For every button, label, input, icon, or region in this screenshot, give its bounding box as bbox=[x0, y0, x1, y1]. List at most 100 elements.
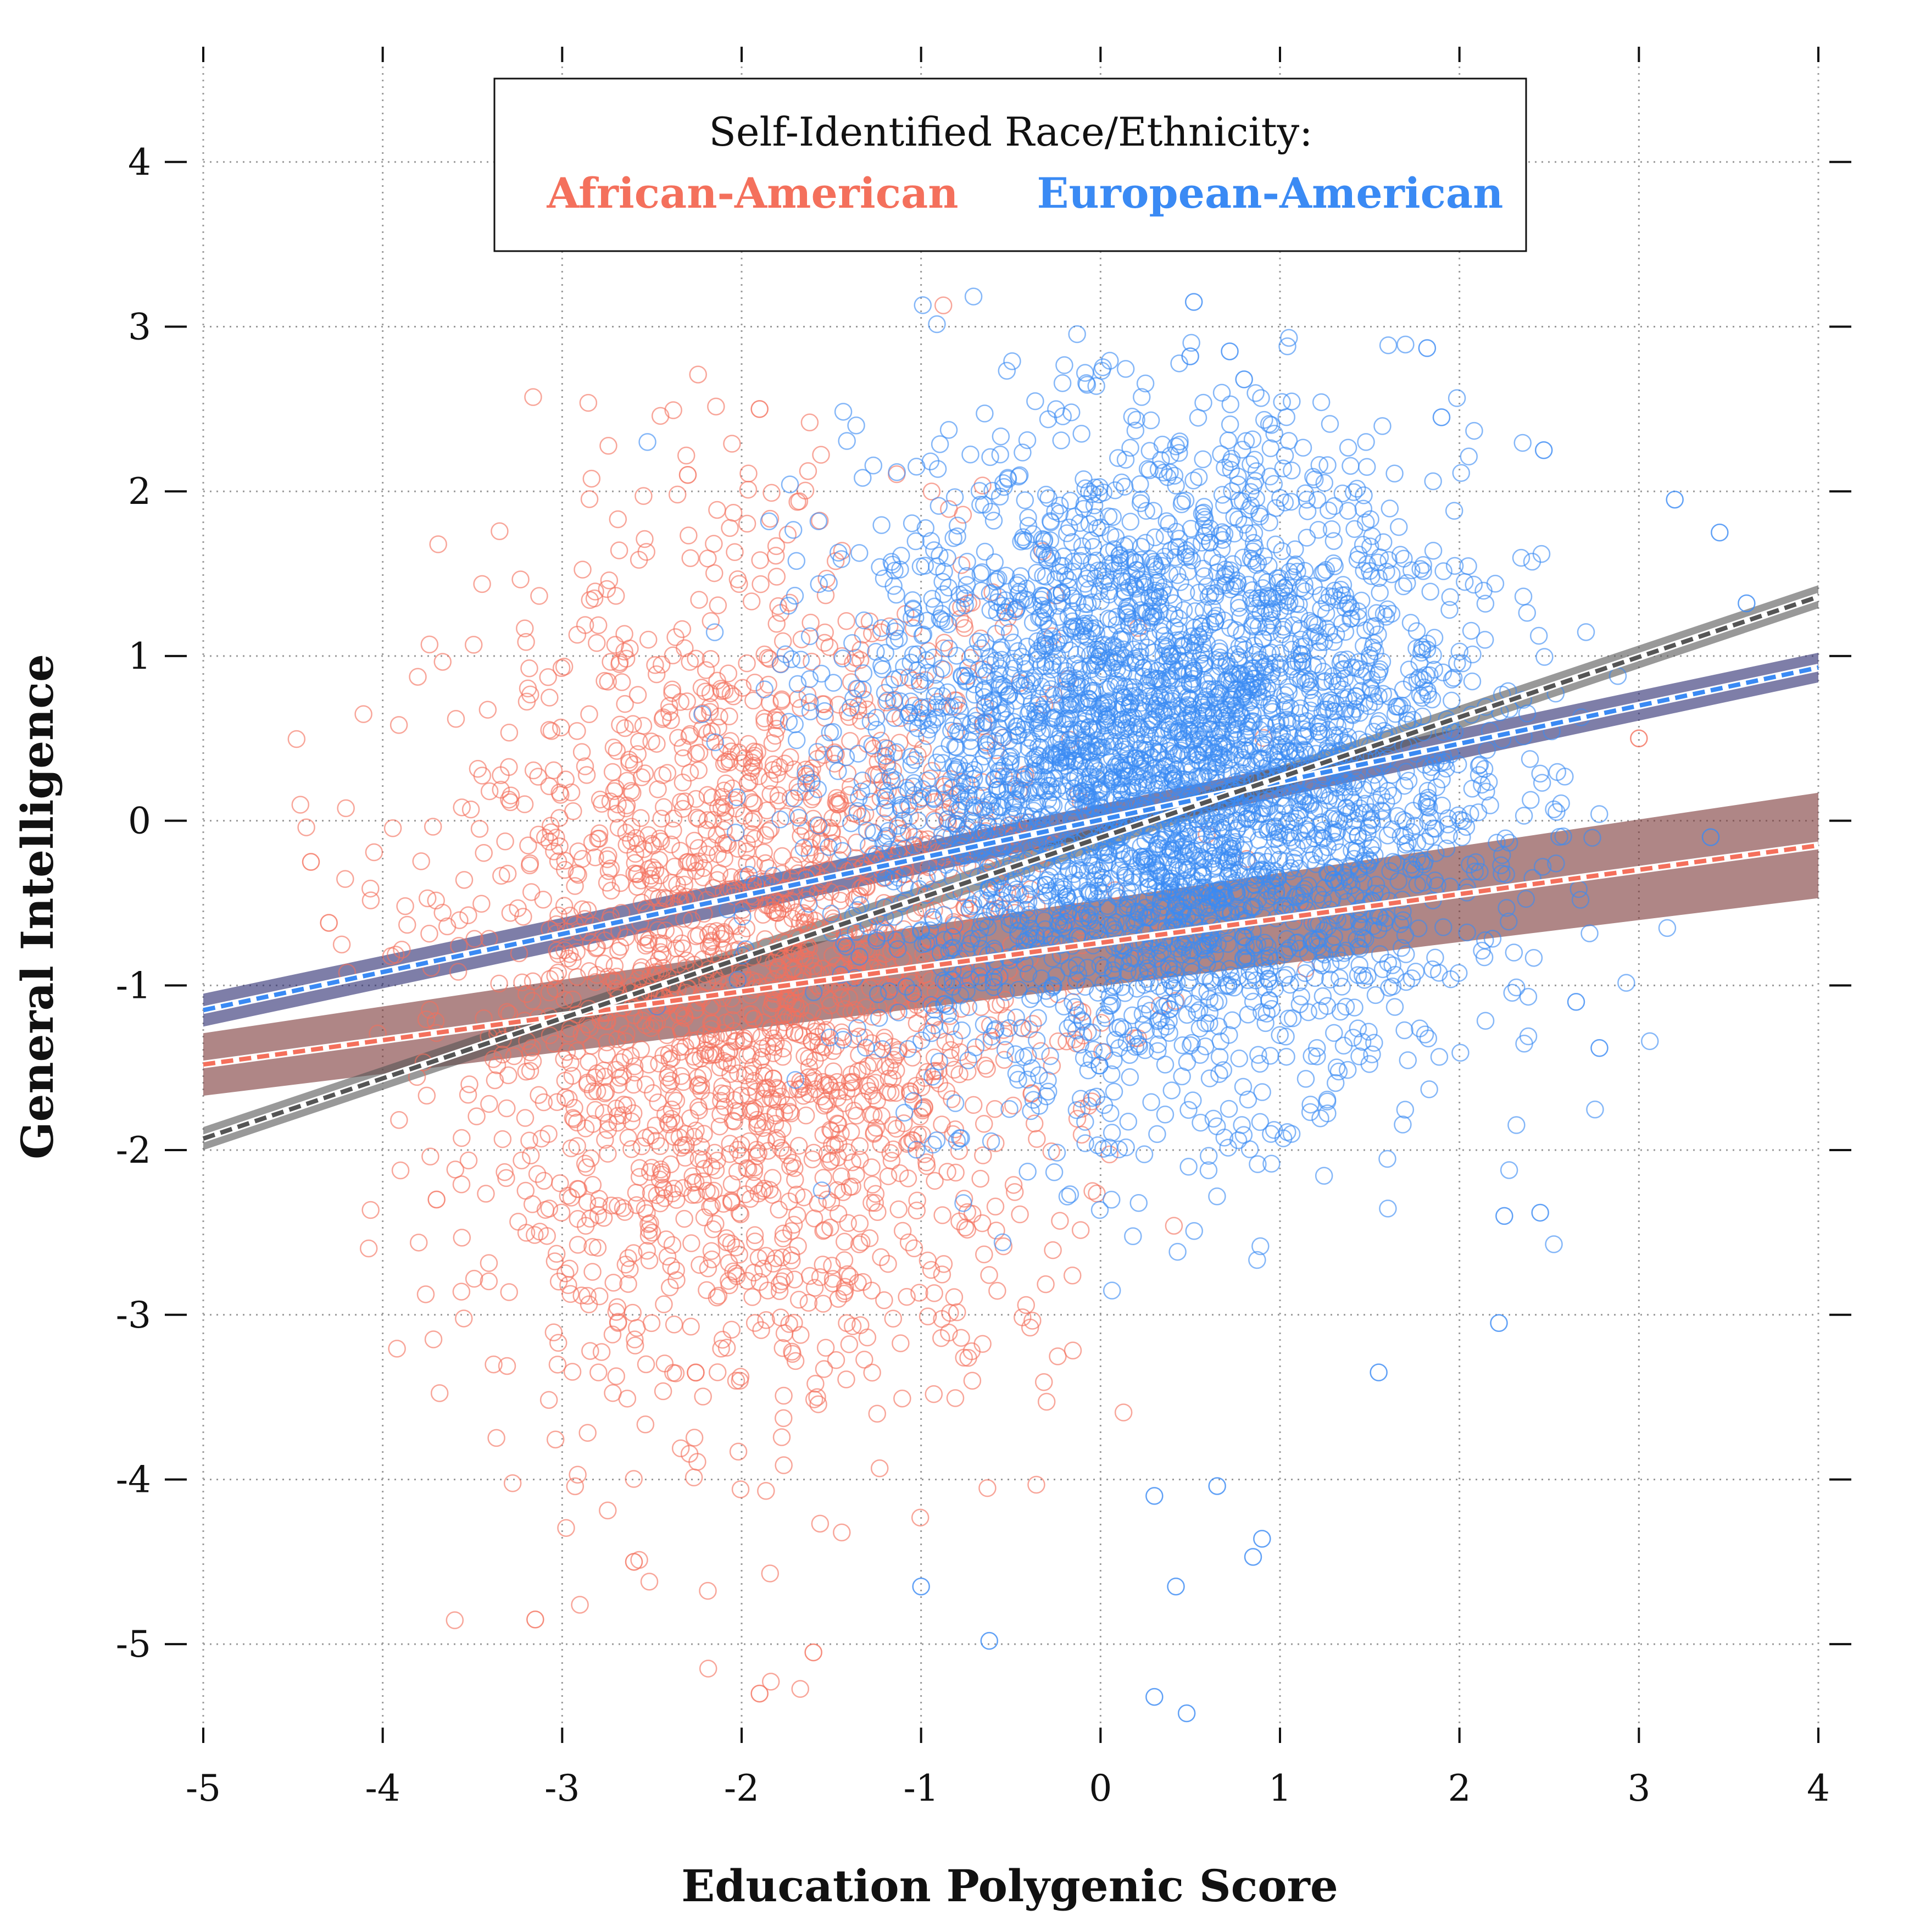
scatter-point bbox=[541, 689, 559, 707]
scatter-point bbox=[511, 570, 530, 589]
scatter-point bbox=[687, 1122, 705, 1140]
scatter-point bbox=[626, 854, 644, 872]
scatter-point bbox=[802, 613, 820, 632]
scatter-point bbox=[667, 1091, 686, 1110]
scatter-point bbox=[1043, 1057, 1061, 1075]
scatter-point bbox=[1037, 1275, 1055, 1293]
scatter-point bbox=[788, 1206, 806, 1224]
scatter-point bbox=[738, 514, 756, 533]
scatter-point bbox=[814, 1295, 832, 1313]
scatter-point bbox=[607, 1303, 626, 1321]
scatter-point bbox=[617, 1025, 636, 1043]
scatter-point bbox=[393, 941, 411, 959]
scatter-point bbox=[616, 695, 634, 713]
scatter-point bbox=[674, 939, 692, 958]
scatter-point bbox=[557, 1519, 575, 1537]
scatter-point bbox=[674, 738, 692, 757]
scatter-point bbox=[823, 809, 842, 827]
scatter-point bbox=[837, 612, 855, 630]
scatter-point bbox=[1379, 1200, 1397, 1218]
scatter-point bbox=[922, 971, 940, 989]
scatter-point bbox=[945, 1061, 964, 1079]
scatter-point bbox=[789, 1136, 808, 1155]
scatter-point bbox=[611, 874, 630, 892]
scatter-point bbox=[580, 490, 599, 508]
scatter-point bbox=[617, 836, 636, 854]
scatter-point bbox=[791, 1000, 810, 1018]
scatter-point bbox=[721, 1135, 739, 1153]
scatter-point bbox=[988, 1281, 1006, 1300]
scatter-point bbox=[736, 868, 755, 886]
scatter-point bbox=[771, 1308, 790, 1326]
scatter-point bbox=[663, 1184, 682, 1203]
scatter-point bbox=[987, 996, 1005, 1014]
scatter-point bbox=[716, 1013, 735, 1032]
scatter-point bbox=[555, 658, 574, 676]
scatter-point bbox=[948, 1303, 966, 1322]
scatter-point bbox=[963, 1372, 982, 1390]
scatter-point bbox=[728, 1162, 747, 1181]
scatter-point bbox=[790, 492, 809, 510]
scatter-point bbox=[933, 1115, 951, 1134]
scatter-point bbox=[763, 734, 782, 752]
scatter-point bbox=[820, 819, 839, 837]
scatter-point bbox=[754, 1259, 772, 1278]
scatter-point bbox=[663, 684, 681, 702]
scatter-point bbox=[608, 1030, 627, 1048]
scatter-point bbox=[797, 782, 815, 801]
scatter-point bbox=[773, 1047, 792, 1066]
scatter-point bbox=[637, 1129, 655, 1147]
scatter-point bbox=[703, 1250, 721, 1269]
scatter-point bbox=[681, 653, 699, 671]
scatter-point bbox=[863, 624, 881, 643]
scatter-point bbox=[767, 1079, 786, 1097]
y-tick-label: 1 bbox=[128, 635, 151, 678]
scatter-point bbox=[555, 941, 574, 959]
scatter-point bbox=[950, 1065, 969, 1084]
scatter-point bbox=[678, 465, 697, 484]
scatter-point bbox=[470, 820, 489, 838]
scatter-point bbox=[544, 1323, 563, 1342]
scatter-point bbox=[733, 679, 752, 697]
scatter-point bbox=[822, 1193, 841, 1212]
scatter-point bbox=[869, 998, 888, 1017]
scatter-point bbox=[872, 1107, 891, 1125]
scatter-point bbox=[840, 989, 858, 1007]
scatter-point bbox=[908, 1014, 926, 1032]
scatter-point bbox=[449, 963, 467, 981]
scatter-point bbox=[604, 1274, 622, 1292]
scatter-point bbox=[616, 719, 634, 737]
scatter-point bbox=[548, 1093, 566, 1111]
scatter-point bbox=[974, 1146, 992, 1164]
scatter-point bbox=[815, 1360, 833, 1378]
scatter-point bbox=[497, 1169, 515, 1187]
scatter-point bbox=[782, 1104, 800, 1123]
scatter-point bbox=[640, 1573, 659, 1591]
scatter-point bbox=[1127, 410, 1145, 429]
scatter-point bbox=[695, 1159, 714, 1178]
scatter-point bbox=[524, 761, 543, 780]
scatter-point bbox=[840, 708, 858, 726]
scatter-point bbox=[821, 1120, 839, 1139]
scatter-point bbox=[662, 1257, 680, 1275]
scatter-point bbox=[361, 1201, 380, 1219]
scatter-point bbox=[884, 1309, 903, 1328]
scatter-point bbox=[1329, 1062, 1348, 1081]
scatter-point bbox=[803, 1150, 822, 1169]
scatter-point bbox=[986, 1100, 1004, 1118]
scatter-point bbox=[674, 773, 692, 792]
scatter-point bbox=[786, 1170, 804, 1189]
scatter-point bbox=[1165, 1217, 1183, 1235]
scatter-point bbox=[743, 1288, 761, 1306]
scatter-point bbox=[592, 1343, 611, 1361]
scatter-point bbox=[459, 906, 477, 924]
scatter-point bbox=[1445, 502, 1463, 520]
scatter-point bbox=[660, 703, 678, 721]
scatter-point bbox=[453, 1229, 471, 1247]
scatter-point bbox=[641, 870, 660, 888]
scatter-point bbox=[866, 1185, 885, 1203]
scatter-point bbox=[775, 1386, 793, 1405]
scatter-point bbox=[638, 1241, 656, 1260]
scatter-point bbox=[950, 1212, 969, 1231]
scatter-point bbox=[580, 705, 598, 724]
